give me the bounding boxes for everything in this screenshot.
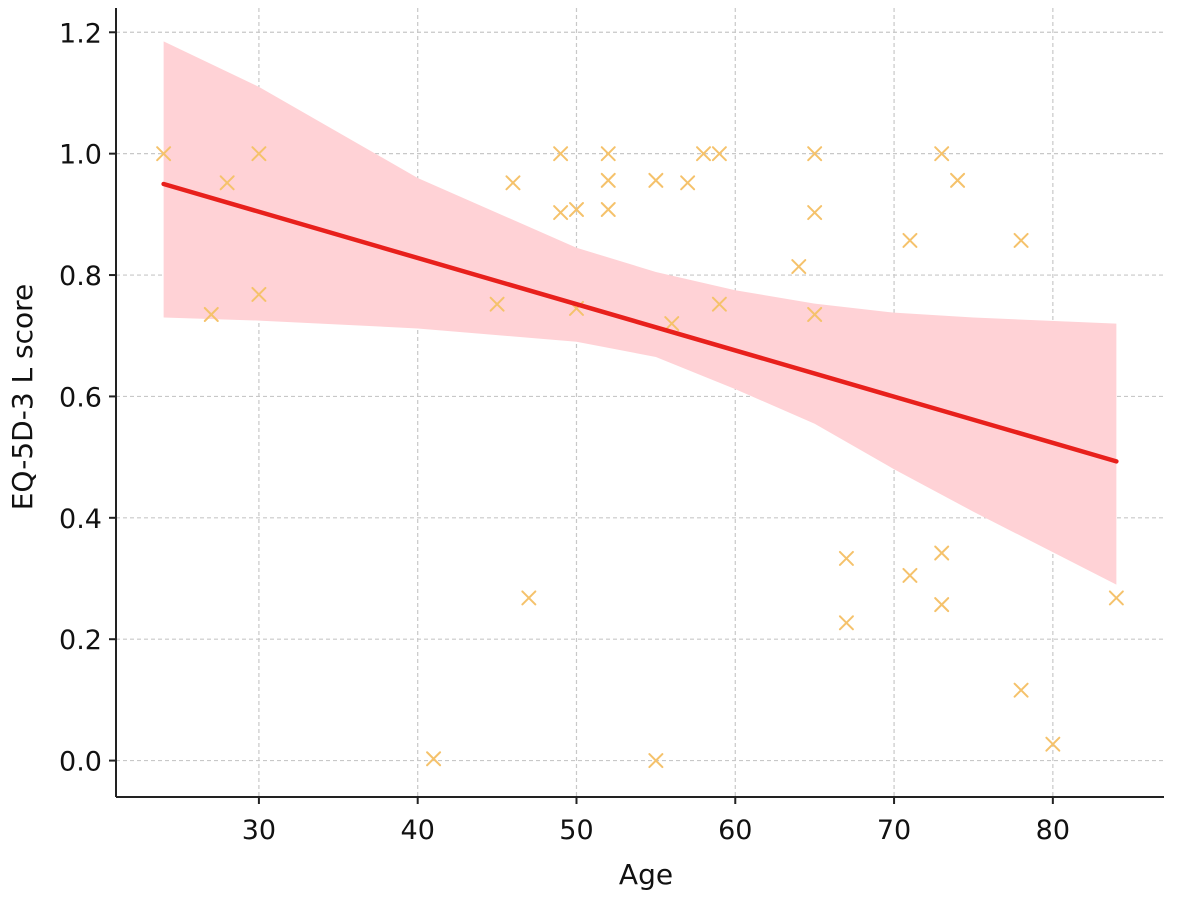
x-tick-label: 70 xyxy=(877,815,911,846)
y-tick-label: 0.2 xyxy=(59,625,102,656)
data-point xyxy=(600,146,616,162)
data-point xyxy=(600,201,616,217)
data-point xyxy=(950,172,966,188)
data-point xyxy=(711,296,727,312)
data-point xyxy=(807,306,823,322)
data-point xyxy=(807,205,823,221)
data-point xyxy=(807,146,823,162)
data-point xyxy=(902,232,918,248)
data-point xyxy=(1045,736,1061,752)
data-point xyxy=(553,146,569,162)
data-point xyxy=(1108,590,1124,606)
y-tick-label: 0.6 xyxy=(59,382,102,413)
x-tick-label: 60 xyxy=(718,815,752,846)
data-point xyxy=(902,567,918,583)
data-point xyxy=(934,146,950,162)
data-point xyxy=(553,205,569,221)
y-tick-label: 0.0 xyxy=(59,747,102,778)
regression-line-layer xyxy=(161,181,1119,464)
data-point xyxy=(680,175,696,191)
y-tick-label: 1.0 xyxy=(59,140,102,171)
data-point xyxy=(791,259,807,275)
tick-labels: 30 40 50 60 70 80 0.0 0.2 0.4 0.6 0.8 1.0 1.2 xyxy=(59,18,1070,846)
data-point xyxy=(426,751,442,767)
data-point xyxy=(156,146,172,162)
y-tick-label: 0.8 xyxy=(59,261,102,292)
x-axis-title: Age xyxy=(619,858,673,891)
data-point xyxy=(219,175,235,191)
data-point xyxy=(251,286,267,302)
data-point xyxy=(1013,232,1029,248)
x-tick-label: 40 xyxy=(401,815,435,846)
data-point xyxy=(664,316,680,332)
data-point xyxy=(568,201,584,217)
data-point xyxy=(711,146,727,162)
data-point xyxy=(600,172,616,188)
data-point xyxy=(838,615,854,631)
x-tick-label: 50 xyxy=(559,815,593,846)
data-point xyxy=(251,146,267,162)
data-point xyxy=(648,172,664,188)
data-point xyxy=(505,175,521,191)
confidence-band-layer xyxy=(163,41,1117,585)
data-point xyxy=(203,306,219,322)
data-points-layer xyxy=(156,146,1124,769)
data-point xyxy=(934,597,950,613)
axes xyxy=(115,8,1164,798)
x-tick-label: 30 xyxy=(242,815,276,846)
y-axis-title: EQ-5D-3 L score xyxy=(6,284,39,511)
data-point xyxy=(934,545,950,561)
data-point xyxy=(838,550,854,566)
data-point xyxy=(1013,682,1029,698)
data-point xyxy=(648,753,664,769)
data-point xyxy=(696,146,712,162)
y-tick-label: 0.4 xyxy=(59,504,102,535)
data-point xyxy=(489,296,505,312)
x-tick-label: 80 xyxy=(1036,815,1070,846)
data-point xyxy=(521,590,537,606)
confidence-band xyxy=(163,41,1117,585)
y-tick-label: 1.2 xyxy=(59,18,102,49)
regression-line xyxy=(161,181,1119,464)
